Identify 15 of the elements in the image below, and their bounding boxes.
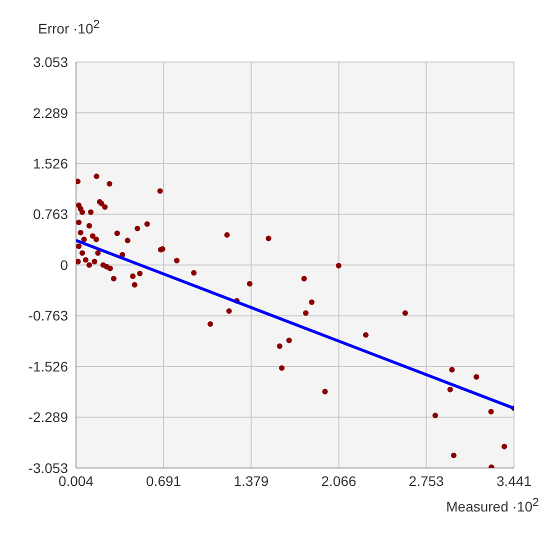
y-tick-label: 0	[60, 256, 68, 273]
x-tick-label: 3.441	[496, 472, 532, 489]
y-tick-label: 3.053	[32, 54, 68, 70]
x-tick-label: 0.691	[146, 472, 182, 489]
x-tick-label: 2.066	[321, 472, 356, 489]
x-tick-label: 2.753	[408, 472, 444, 489]
y-tick-label: 2.289	[32, 104, 68, 121]
y-axis-title: Error ·10$^{2}$	[38, 18, 100, 37]
x-tick-label: 1.379	[234, 472, 269, 489]
y-tick-label: -0.763	[28, 308, 68, 324]
x-axis-title: Measured ·10$^{2}$	[446, 496, 539, 515]
y-tick-label: -1.526	[28, 358, 68, 374]
y-tick-label: -2.289	[28, 409, 68, 426]
y-tick-label: 0.763	[32, 206, 68, 222]
y-tick-label: 1.526	[32, 156, 68, 172]
